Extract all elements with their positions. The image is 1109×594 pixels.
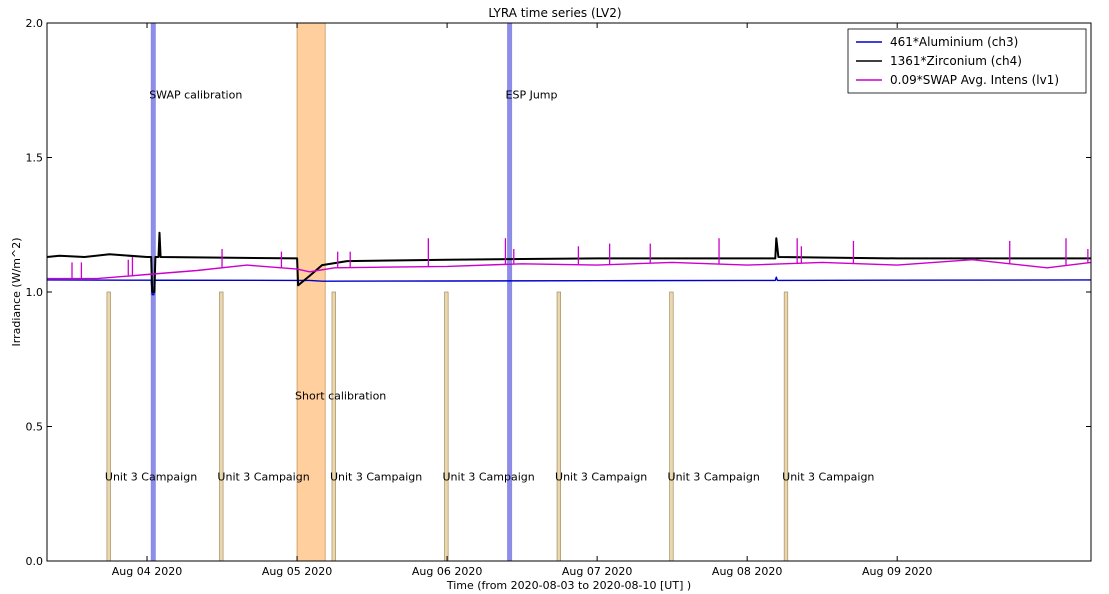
y-tick-label-2: 1.0 bbox=[26, 286, 44, 299]
campaign-bar-6 bbox=[444, 291, 449, 562]
campaign-bar-8 bbox=[669, 291, 674, 562]
campaign-bar-4 bbox=[219, 291, 224, 562]
x-tick-label-2: Aug 06 2020 bbox=[412, 565, 482, 578]
x-axis-ticks: Aug 04 2020 Aug 05 2020 Aug 06 2020 Aug 07 … bbox=[112, 23, 932, 578]
series-line-2 bbox=[47, 259, 1092, 280]
event-span-1 bbox=[296, 22, 326, 562]
legend-label-1: 1361*Zirconium (ch4) bbox=[890, 54, 1022, 68]
x-tick-label-5: Aug 09 2020 bbox=[862, 565, 932, 578]
event-label-3: Unit 3 Campaign bbox=[105, 470, 197, 483]
event-label-4: Unit 3 Campaign bbox=[217, 470, 309, 483]
legend-label-2: 0.09*SWAP Avg. Intens (lv1) bbox=[890, 73, 1059, 87]
y-tick-label-3: 1.5 bbox=[26, 152, 44, 165]
event-label-9: Unit 3 Campaign bbox=[782, 470, 874, 483]
event-label-8: Unit 3 Campaign bbox=[668, 470, 760, 483]
event-labels: SWAP calibration Short calibration ESP Jum… bbox=[105, 88, 875, 483]
campaign-bar-7 bbox=[556, 291, 561, 562]
chart-title: LYRA time series (LV2) bbox=[488, 6, 621, 20]
y-tick-label-0: 0.0 bbox=[26, 555, 44, 568]
legend-box bbox=[847, 28, 1087, 94]
campaign-bar-3 bbox=[106, 291, 111, 562]
x-axis-label: Time (from 2020-08-03 to 2020-08-10 [UT]… bbox=[446, 579, 691, 592]
y-axis-ticks: 0.0 0.5 1.0 1.5 2.0 bbox=[26, 17, 1091, 568]
event-label-5: Unit 3 Campaign bbox=[330, 470, 422, 483]
y-axis-label: Irradiance (W/m^2) bbox=[10, 238, 23, 347]
event-label-2: ESP Jump bbox=[506, 88, 558, 101]
x-tick-label-1: Aug 05 2020 bbox=[262, 565, 332, 578]
campaign-bar-9 bbox=[783, 291, 789, 562]
series-lines bbox=[46, 231, 1092, 296]
event-label-6: Unit 3 Campaign bbox=[442, 470, 534, 483]
event-label-1: Short calibration bbox=[295, 390, 386, 403]
y-tick-label-1: 0.5 bbox=[26, 421, 44, 434]
legend-label-0: 461*Aluminium (ch3) bbox=[890, 35, 1018, 49]
y-tick-label-4: 2.0 bbox=[26, 17, 44, 30]
series-line-1 bbox=[46, 231, 1091, 293]
campaign-bar-5 bbox=[331, 291, 336, 562]
legend: 461*Aluminium (ch3) 1361*Zirconium (ch4) 0… bbox=[847, 28, 1087, 94]
x-tick-label-4: Aug 08 2020 bbox=[712, 565, 782, 578]
x-tick-label-0: Aug 04 2020 bbox=[112, 565, 182, 578]
event-label-7: Unit 3 Campaign bbox=[555, 470, 647, 483]
event-label-0: SWAP calibration bbox=[149, 88, 242, 101]
x-tick-label-3: Aug 07 2020 bbox=[562, 565, 632, 578]
series-line-0 bbox=[46, 276, 1092, 296]
